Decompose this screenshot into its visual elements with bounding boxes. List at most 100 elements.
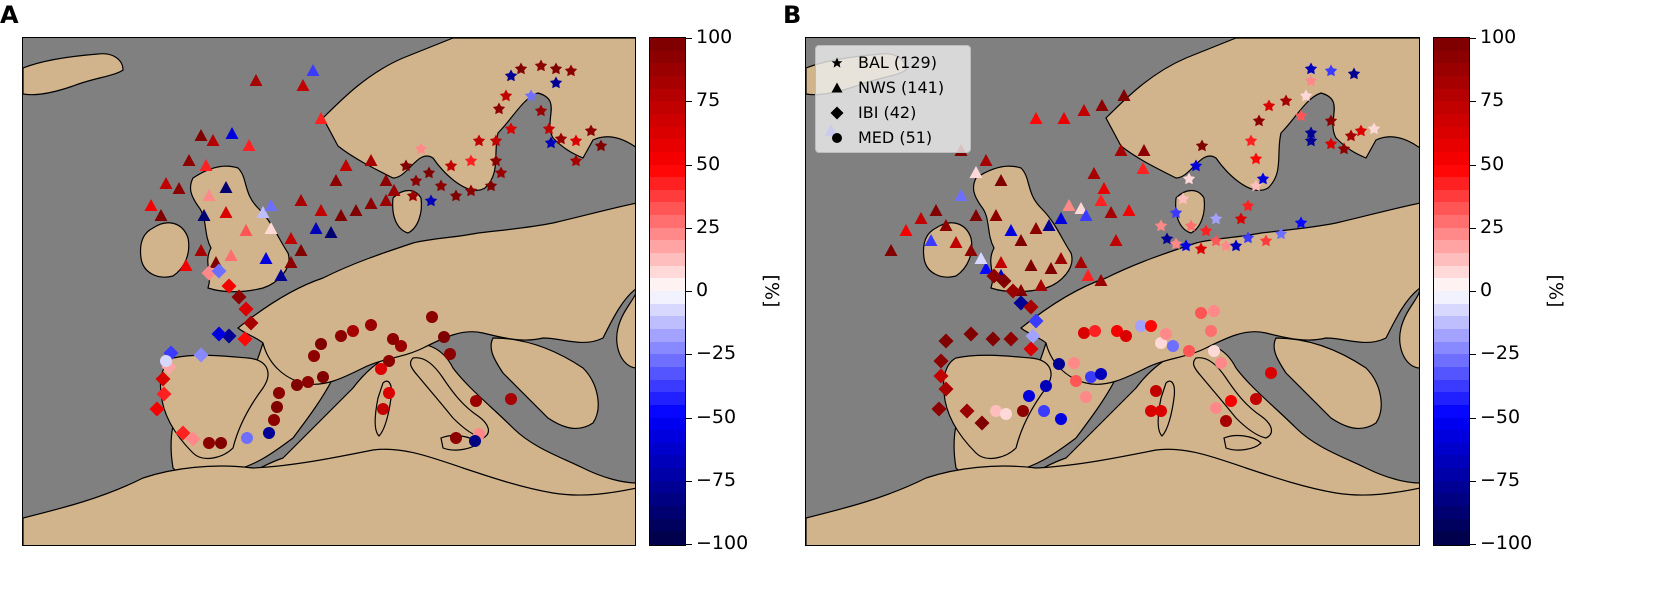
med-circle-marker	[1210, 402, 1222, 414]
med-circle-marker	[1150, 385, 1162, 397]
colorbar-segment	[650, 50, 685, 64]
nws-triangle-marker	[1137, 144, 1151, 156]
nws-triangle-marker	[194, 129, 208, 141]
med-circle-marker	[1068, 357, 1080, 369]
nws-triangle-marker	[1087, 167, 1101, 179]
colorbar-segment	[650, 38, 685, 52]
colorbar-segment	[1434, 265, 1469, 279]
nws-triangle-marker	[1122, 204, 1136, 216]
ibi-diamond-marker	[221, 278, 237, 294]
bal-star-marker	[472, 134, 486, 147]
colorbar-segment	[650, 139, 685, 153]
med-circle-marker	[1040, 380, 1052, 392]
nws-triangle-marker	[1034, 279, 1048, 291]
med-circle-marker	[241, 432, 253, 444]
land-shape	[1273, 337, 1382, 430]
colorbar-tick	[1470, 354, 1476, 356]
nws-triangle-marker	[172, 182, 186, 194]
colorbar-segment	[1434, 518, 1469, 532]
nws-triangle-marker	[379, 194, 393, 206]
med-circle-marker	[505, 393, 517, 405]
nws-triangle-marker	[969, 166, 983, 178]
nws-triangle-marker	[964, 244, 978, 256]
bal-star-marker	[1209, 234, 1223, 247]
nws-triangle-marker	[884, 244, 898, 256]
colorbar-segment	[1434, 227, 1469, 241]
colorbar-segment	[650, 177, 685, 191]
ibi-diamond-marker	[237, 331, 253, 347]
ibi-diamond-marker	[149, 401, 165, 417]
ibi-diamond-marker	[211, 263, 227, 279]
nws-triangle-marker	[979, 154, 993, 166]
colorbar-segment	[650, 63, 685, 77]
nws-triangle-marker	[1094, 194, 1108, 206]
colorbar-segment	[1434, 50, 1469, 64]
nws-triangle-marker	[974, 252, 988, 264]
colorbar-tick-label: 100	[1480, 26, 1517, 48]
colorbar-segment	[650, 392, 685, 406]
med-circle-marker	[302, 376, 314, 388]
colorbar-tick	[686, 164, 692, 166]
colorbar-tick-label: −100	[1480, 532, 1533, 554]
nws-triangle-marker	[264, 222, 278, 234]
med-circle-marker	[1205, 325, 1217, 337]
colorbar-segment	[1434, 531, 1469, 545]
bal-star-marker	[444, 159, 458, 172]
nws-triangle-marker	[924, 234, 938, 246]
ibi-diamond-marker	[996, 273, 1012, 289]
colorbar-segment	[1434, 177, 1469, 191]
colorbar-segment	[650, 506, 685, 520]
colorbar-tick	[686, 417, 692, 419]
colorbar-segment	[1434, 303, 1469, 317]
colorbar-segment	[1434, 493, 1469, 507]
bal-star-marker	[449, 189, 463, 202]
med-circle-marker	[215, 437, 227, 449]
bal-star-marker	[1209, 212, 1223, 225]
med-circle-marker	[387, 333, 399, 345]
bal-star-marker	[1324, 64, 1338, 77]
nws-triangle-marker	[294, 244, 308, 256]
colorbar-segment	[650, 404, 685, 419]
bal-star-marker	[504, 122, 518, 135]
nws-triangle-marker	[264, 199, 278, 211]
colorbar-segment	[650, 253, 685, 267]
nws-triangle-marker	[1014, 234, 1028, 246]
med-circle-marker	[1155, 337, 1167, 349]
colorbar-b	[1433, 37, 1470, 546]
colorbar-tick-label: 0	[696, 279, 709, 301]
legend-entry-med: MED (51)	[826, 125, 962, 150]
nws-triangle-marker	[1004, 224, 1018, 236]
bal-star-marker	[514, 62, 528, 75]
nws-triangle-marker	[1077, 104, 1091, 116]
med-circle-marker	[426, 311, 438, 323]
colorbar-segment	[650, 455, 685, 469]
bal-star-marker	[1347, 67, 1361, 80]
land-shape	[806, 448, 1419, 545]
bal-star-marker	[1241, 231, 1255, 244]
colorbar-tick-label: −100	[696, 532, 749, 554]
med-circle-marker	[160, 355, 172, 367]
ibi-diamond-marker	[185, 431, 201, 447]
bal-star-marker	[1249, 179, 1263, 192]
land-shape	[139, 222, 190, 278]
bal-star-marker	[1324, 114, 1338, 127]
med-circle-marker	[1078, 327, 1090, 339]
bal-star-marker	[504, 69, 518, 82]
nws-triangle-marker	[914, 212, 928, 224]
nws-triangle-marker	[159, 177, 173, 189]
map-panel-b	[805, 37, 1420, 546]
ibi-diamond-marker	[155, 371, 171, 387]
colorbar-tick-label: −75	[696, 468, 737, 491]
land-shape	[23, 53, 124, 96]
colorbar-tick	[686, 544, 692, 546]
colorbar-segment	[650, 430, 685, 444]
nws-triangle-marker	[1054, 252, 1068, 264]
colorbar-segment	[650, 468, 685, 482]
colorbar-tick-label: 0	[1480, 279, 1493, 301]
bal-star-marker	[492, 102, 506, 115]
land-layer-a	[23, 38, 635, 545]
colorbar-segment	[650, 113, 685, 128]
bal-star-marker	[1304, 62, 1318, 75]
colorbar-tick	[1470, 38, 1476, 40]
med-circle-marker	[308, 350, 320, 362]
